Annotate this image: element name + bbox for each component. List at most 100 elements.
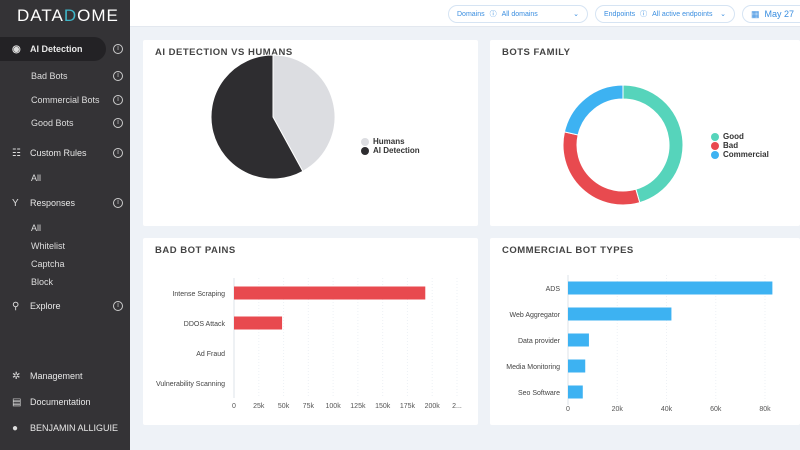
sidebar-item-label: Block xyxy=(31,277,54,287)
legend-item[interactable]: Commercial xyxy=(711,150,769,159)
x-tick-label: 2... xyxy=(452,403,462,410)
info-icon[interactable]: i xyxy=(113,44,123,54)
endpoints-label: Endpoints xyxy=(604,10,636,18)
info-icon[interactable]: i xyxy=(113,118,123,128)
bar-intense-scraping[interactable] xyxy=(234,286,426,300)
sidebar-item-captcha[interactable]: Captcha xyxy=(0,258,130,270)
card-title: COMMERCIAL BOT TYPES xyxy=(502,245,634,256)
legend-swatch xyxy=(361,137,369,146)
sidebar-item-responses[interactable]: Y Responses xyxy=(0,197,130,209)
bar-data-provider[interactable] xyxy=(568,333,589,347)
sidebar-item-label: AI Detection xyxy=(30,44,83,54)
document-icon: ▤ xyxy=(12,396,22,408)
bar-media-monitoring[interactable] xyxy=(568,359,586,373)
x-tick-label: 0 xyxy=(232,403,236,410)
slice-commercial[interactable] xyxy=(563,84,624,136)
sidebar-item-label: Good Bots xyxy=(31,118,74,128)
sliders-icon: ☷ xyxy=(12,147,21,159)
bar-seo-software[interactable] xyxy=(568,385,583,399)
sidebar-item-label: Commercial Bots xyxy=(31,95,100,105)
sidebar-item-label: Explore xyxy=(30,301,61,311)
info-icon[interactable]: i xyxy=(113,148,123,158)
card-title: AI DETECTION VS HUMANS xyxy=(155,47,293,58)
endpoints-value: All active endpoints xyxy=(652,10,713,18)
datadome-logo[interactable]: DATADOME xyxy=(17,6,119,25)
user-icon: ● xyxy=(12,422,19,434)
legend-label: Good xyxy=(723,132,744,141)
category-label: Intense Scraping xyxy=(172,291,225,298)
x-tick-label: 150k xyxy=(375,403,391,410)
legend: Good Bad Commercial xyxy=(711,132,769,159)
commercial-bot-types-chart: 0 20k 40k 60k 80k ADS Web Aggregator Data provi… xyxy=(506,275,773,413)
category-label: Media Monitoring xyxy=(506,364,560,371)
x-tick-label: 40k xyxy=(661,406,673,413)
legend-swatch xyxy=(711,132,719,141)
slice-good[interactable] xyxy=(622,84,684,204)
bots-family-card: BOTS FAMILY Good Bad Commercial xyxy=(490,40,800,226)
info-icon[interactable]: i xyxy=(113,95,123,105)
sidebar-item-benjamin-alliguie[interactable]: ● BENJAMIN ALLIGUIE xyxy=(0,422,130,434)
sidebar-item-label: Documentation xyxy=(30,397,91,407)
category-label: Data provider xyxy=(518,338,561,345)
endpoints-filter[interactable]: Endpoints ⓘ All active endpoints ⌄ xyxy=(595,5,735,23)
domains-filter[interactable]: Domains ⓘ All domains ⌄ xyxy=(448,5,588,23)
sidebar-item-custom-rules[interactable]: ☷ Custom Rules xyxy=(0,147,130,159)
info-icon[interactable]: i xyxy=(113,198,123,208)
domains-label: Domains xyxy=(457,10,485,18)
legend-label: Bad xyxy=(723,141,739,150)
legend-item[interactable]: Bad xyxy=(711,141,769,150)
category-label: ADS xyxy=(546,286,561,293)
sidebar-item-good-bots[interactable]: Good Bots xyxy=(0,117,130,129)
sidebar-item-label: Responses xyxy=(30,198,76,208)
sidebar-item-block[interactable]: Block xyxy=(0,276,130,288)
legend-item[interactable]: Good xyxy=(711,132,769,141)
gear-icon: ✲ xyxy=(12,370,21,382)
x-tick-label: 175k xyxy=(400,403,416,410)
bots-family-donut xyxy=(562,84,684,206)
bar-ads[interactable] xyxy=(568,281,773,295)
sidebar-item-label: All xyxy=(31,223,42,233)
slice-humans[interactable] xyxy=(272,54,336,173)
sidebar-item-explore[interactable]: ⚲ Explore xyxy=(0,300,130,312)
topbar: Domains ⓘ All domains ⌄ Endpoints ⓘ All … xyxy=(130,0,800,27)
legend-swatch xyxy=(361,146,369,155)
sidebar-item-label: Custom Rules xyxy=(30,148,87,158)
x-tick-label: 80k xyxy=(759,406,771,413)
legend-item[interactable]: AI Detection xyxy=(361,146,420,155)
sidebar-item-commercial-bots[interactable]: Commercial Bots xyxy=(0,94,130,106)
chevron-down-icon: ⌄ xyxy=(573,11,579,18)
sidebar-item-bad-bots[interactable]: Bad Bots xyxy=(0,70,130,82)
x-tick-label: 100k xyxy=(326,403,342,410)
bar-ddos-attack[interactable] xyxy=(234,316,283,330)
x-tick-label: 75k xyxy=(303,403,315,410)
sidebar-item-all[interactable]: All xyxy=(0,172,130,184)
date-picker[interactable]: ▦ May 27 xyxy=(742,5,800,23)
sidebar-item-all[interactable]: All xyxy=(0,222,130,234)
slice-ai-detection[interactable] xyxy=(210,54,304,180)
category-label: Ad Fraud xyxy=(196,351,225,358)
legend-label: Humans xyxy=(373,137,405,146)
calendar-icon: ▦ xyxy=(751,8,760,19)
sidebar-item-ai-detection[interactable]: ◉ AI Detection xyxy=(0,37,106,61)
x-tick-label: 50k xyxy=(278,403,290,410)
info-icon[interactable]: i xyxy=(113,301,123,311)
slice-bad[interactable] xyxy=(562,131,641,206)
sidebar-item-label: Bad Bots xyxy=(31,71,68,81)
x-tick-label: 0 xyxy=(566,406,570,413)
info-icon[interactable]: i xyxy=(113,71,123,81)
legend-item[interactable]: Humans xyxy=(361,137,420,146)
bad-bot-pains-chart: 0 25k 50k 75k 100k 125k 150k 175k 200k 2... Intens… xyxy=(156,278,462,410)
sidebar-item-management[interactable]: ✲ Management xyxy=(0,370,130,382)
ai-detection-pie xyxy=(210,54,336,180)
legend-swatch xyxy=(711,141,719,150)
date-value: May 27 xyxy=(764,9,795,19)
card-title: BAD BOT PAINS xyxy=(155,245,236,256)
legend: Humans AI Detection xyxy=(361,137,420,155)
fork-icon: Y xyxy=(12,197,19,209)
x-tick-label: 20k xyxy=(612,406,624,413)
bar-web-aggregator[interactable] xyxy=(568,307,672,321)
sidebar-item-documentation[interactable]: ▤ Documentation xyxy=(0,396,130,408)
sidebar-item-whitelist[interactable]: Whitelist xyxy=(0,240,130,252)
sidebar-item-label: Management xyxy=(30,371,83,381)
domains-value: All domains xyxy=(501,10,538,18)
